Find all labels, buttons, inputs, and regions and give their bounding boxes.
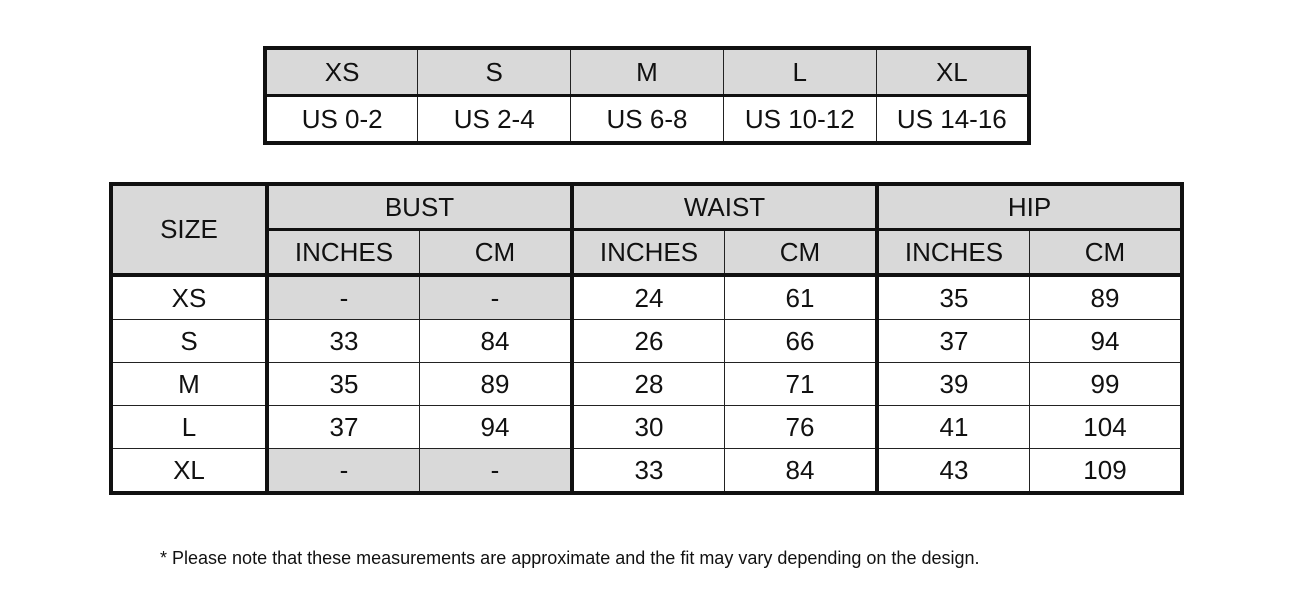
measurement-cell: 30	[570, 405, 725, 449]
measurement-cell: 33	[570, 448, 725, 494]
size-header: S	[417, 47, 572, 97]
size-conversion-table: XS S M L XL US 0-2 US 2-4 US 6-8 US 10-1…	[263, 46, 1031, 145]
table-row: M 35 89 28 71 39 99	[110, 362, 1183, 406]
measurement-cell: -	[419, 274, 573, 320]
unit-header: INCHES	[570, 229, 725, 277]
measurement-cell: 41	[875, 405, 1030, 449]
size-cell: XS	[110, 274, 269, 320]
table-row: XS - -24 61 35 89	[110, 274, 1183, 320]
measurement-cell: 99	[1029, 362, 1183, 406]
measurement-cell: 33	[266, 319, 420, 363]
size-header: M	[570, 47, 724, 97]
measurement-cell: 26	[570, 319, 725, 363]
size-cell: L	[110, 405, 269, 449]
measurement-cell: 39	[875, 362, 1030, 406]
measurement-cell: 94	[419, 405, 573, 449]
size-header: XL	[875, 47, 1030, 97]
us-size-cell: US 10-12	[722, 95, 877, 144]
group-header-bust: BUST	[266, 183, 573, 231]
measurement-cell: 89	[419, 362, 573, 406]
size-column-header: SIZE	[110, 183, 269, 277]
measurement-cell: 84	[419, 319, 573, 363]
measurements-table: SIZE BUST WAIST HIP INCHES CM INCHES CM …	[109, 182, 1184, 495]
measurement-cell: -	[266, 448, 420, 494]
us-size-cell: US 6-8	[570, 95, 724, 144]
table-row: S 33 84 26 66 37 94	[110, 319, 1183, 363]
measurement-cell: 37	[875, 319, 1030, 363]
measurement-cell: -	[266, 274, 420, 320]
table-row: XL - -33 84 43 109	[110, 448, 1183, 494]
size-cell: M	[110, 362, 269, 406]
measurement-cell: 71	[724, 362, 878, 406]
unit-header: CM	[1029, 229, 1183, 277]
unit-header-row: INCHES CM INCHES CM INCHES CM	[111, 229, 1183, 277]
measurement-cell: 35	[266, 362, 420, 406]
measurement-cell: 94	[1029, 319, 1183, 363]
us-size-cell: US 0-2	[264, 95, 419, 144]
group-header-hip: HIP	[875, 183, 1183, 231]
footnote: * Please note that these measurements ar…	[160, 548, 980, 568]
measurement-cell: 28	[570, 362, 725, 406]
unit-header: INCHES	[266, 229, 420, 277]
measurement-cell: 37	[266, 405, 420, 449]
size-header: XS	[264, 47, 419, 97]
measurement-cell: 61	[724, 274, 878, 320]
measurement-cell: 76	[724, 405, 878, 449]
measurement-cell: 104	[1029, 405, 1183, 449]
size-cell: XL	[110, 448, 269, 494]
measurement-cell: 35	[875, 274, 1030, 320]
measurement-cell: 89	[1029, 274, 1183, 320]
group-header-waist: WAIST	[570, 183, 878, 231]
size-header-row: XS S M L XL	[264, 47, 1030, 97]
us-size-cell: US 14-16	[875, 95, 1030, 144]
unit-header: INCHES	[875, 229, 1030, 277]
measurement-cell: 43	[875, 448, 1030, 494]
measurement-cell: 84	[724, 448, 878, 494]
group-header-row: SIZE BUST WAIST HIP	[110, 183, 1183, 277]
measurement-cell: -	[419, 448, 573, 494]
measurement-cell: 109	[1029, 448, 1183, 494]
unit-header: CM	[419, 229, 573, 277]
size-header: L	[722, 47, 877, 97]
us-size-row: US 0-2 US 2-4 US 6-8 US 10-12 US 14-16	[264, 95, 1030, 144]
size-cell: S	[110, 319, 269, 363]
unit-header: CM	[724, 229, 878, 277]
measurement-cell: 66	[724, 319, 878, 363]
measurement-cell: 24	[570, 274, 725, 320]
us-size-cell: US 2-4	[417, 95, 572, 144]
table-row: L 37 94 30 76 41 104	[110, 405, 1183, 449]
